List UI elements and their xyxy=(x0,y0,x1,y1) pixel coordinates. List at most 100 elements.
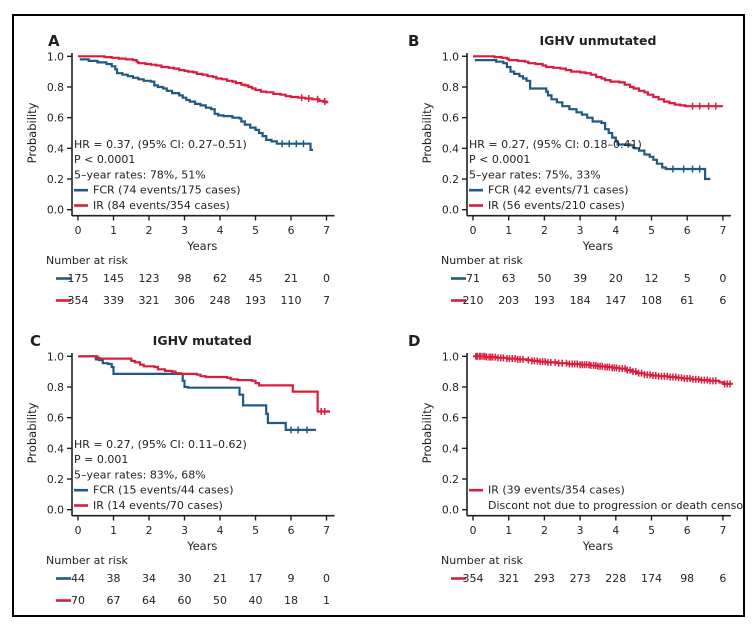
x-tick-label: 7 xyxy=(719,524,726,537)
y-tick-label: 0.4 xyxy=(47,142,64,155)
risk-value-FCR: 175 xyxy=(68,272,89,285)
x-tick-label: 2 xyxy=(146,524,153,537)
risk-value-IR: 339 xyxy=(103,294,124,307)
risk-value-FCR: 30 xyxy=(178,572,192,585)
x-axis-label: Years xyxy=(582,239,613,253)
y-tick-label: 0.8 xyxy=(47,81,64,94)
risk-value-FCR: 17 xyxy=(249,572,263,585)
annotation-line: P = 0.001 xyxy=(74,453,128,466)
x-tick-label: 3 xyxy=(181,224,188,237)
risk-value-IR: 6 xyxy=(719,572,726,585)
risk-value-IR: 293 xyxy=(534,572,555,585)
risk-table-header: Number at risk xyxy=(46,254,129,267)
risk-table-header: Number at risk xyxy=(441,254,524,267)
annotation-line: 5–year rates: 83%, 68% xyxy=(74,468,206,481)
risk-value-IR: 1 xyxy=(323,594,330,607)
risk-value-IR: 210 xyxy=(463,294,484,307)
risk-value-IR: 147 xyxy=(605,294,626,307)
risk-value-IR: 193 xyxy=(534,294,555,307)
y-tick-label: 0.4 xyxy=(47,442,64,455)
panel-title: IGHV unmutated xyxy=(539,33,656,48)
legend-label-IR: IR (14 events/70 cases) xyxy=(93,499,223,512)
x-axis-label: Years xyxy=(186,539,217,553)
x-tick-label: 3 xyxy=(577,524,584,537)
y-tick-label: 0.0 xyxy=(47,204,64,217)
risk-value-FCR: 38 xyxy=(107,572,121,585)
x-tick-label: 4 xyxy=(612,524,619,537)
risk-value-FCR: 50 xyxy=(537,272,551,285)
risk-value-FCR: 62 xyxy=(213,272,227,285)
x-tick-label: 3 xyxy=(181,524,188,537)
risk-value-IR: 321 xyxy=(139,294,160,307)
risk-value-IR: 193 xyxy=(245,294,266,307)
risk-value-FCR: 63 xyxy=(502,272,516,285)
y-tick-label: 0.2 xyxy=(442,473,459,486)
annotation-line: P < 0.0001 xyxy=(469,153,530,166)
x-tick-label: 7 xyxy=(323,524,330,537)
x-tick-label: 2 xyxy=(146,224,153,237)
annotation-line: 5–year rates: 78%, 51% xyxy=(74,168,206,181)
km-panels-grid: A 1.0 0.8 0.6 0.4 0.2 0.0 0 1 2 3 4 5 6 7 Years Probabil… xyxy=(14,17,743,617)
km-panel-D: D 1.0 0.8 0.6 0.4 0.2 0.0 0 1 2 3 4 5 6 7 Years Probabil… xyxy=(378,317,743,617)
risk-value-IR: 108 xyxy=(641,294,662,307)
y-axis-label: Probability xyxy=(25,402,39,463)
risk-value-FCR: 44 xyxy=(71,572,85,585)
km-curve-FCR xyxy=(79,355,316,431)
y-axis-label: Probability xyxy=(420,102,434,163)
x-tick-label: 5 xyxy=(648,524,655,537)
annotation-line: 5–year rates: 75%, 33% xyxy=(469,168,601,181)
annotation-line: HR = 0.27, (95% CI: 0.11–0.62) xyxy=(74,438,247,451)
risk-value-IR: 64 xyxy=(142,594,156,607)
km-plot-A: A1.00.80.60.40.20.00 1 2 3 4 5 6 7YearsProbabil… xyxy=(25,32,335,307)
annotation-line: HR = 0.27, (95% CI: 0.18–0.41) xyxy=(469,138,642,151)
x-tick-label: 1 xyxy=(110,524,117,537)
risk-value-IR: 354 xyxy=(68,294,89,307)
y-tick-label: 0.6 xyxy=(47,412,64,425)
legend-label-FCR: FCR (74 events/175 cases) xyxy=(93,184,241,197)
x-axis-label: Years xyxy=(582,539,613,553)
x-tick-label: 4 xyxy=(217,524,224,537)
km-panel-A: A 1.0 0.8 0.6 0.4 0.2 0.0 0 1 2 3 4 5 6 7 Years Probabil… xyxy=(14,17,378,317)
risk-value-IR: 60 xyxy=(178,594,192,607)
y-tick-label: 0.6 xyxy=(442,112,459,125)
y-tick-label: 1.0 xyxy=(47,350,64,363)
risk-value-IR: 306 xyxy=(174,294,195,307)
legend-label-FCR: FCR (15 events/44 cases) xyxy=(93,484,234,497)
x-tick-label: 0 xyxy=(75,224,82,237)
x-tick-label: 5 xyxy=(252,224,259,237)
x-tick-label: 6 xyxy=(288,524,295,537)
risk-value-FCR: 0 xyxy=(323,572,330,585)
x-tick-label: 1 xyxy=(110,224,117,237)
risk-value-IR: 184 xyxy=(570,294,591,307)
risk-value-IR: 248 xyxy=(210,294,231,307)
y-tick-label: 0.4 xyxy=(442,142,459,155)
x-tick-label: 5 xyxy=(252,524,259,537)
panel-title: IGHV mutated xyxy=(153,333,252,348)
km-panel-B: B IGHV unmutated 1.0 0.8 0.6 0.4 0.2 0.0 0 1 2 3 4 5 6… xyxy=(378,17,743,317)
risk-value-IR: 7 xyxy=(323,294,330,307)
legend-label-FCR: FCR (42 events/71 cases) xyxy=(488,184,629,197)
legend-label-IR: IR (39 events/354 cases) xyxy=(488,484,625,497)
risk-value-IR: 98 xyxy=(680,572,694,585)
x-tick-label: 1 xyxy=(505,524,512,537)
legend-label-IR: IR (84 events/354 cases) xyxy=(93,199,230,212)
figure-frame: A 1.0 0.8 0.6 0.4 0.2 0.0 0 1 2 3 4 5 6 7 Years Probabil… xyxy=(12,14,745,617)
risk-value-FCR: 98 xyxy=(178,272,192,285)
x-tick-label: 7 xyxy=(719,224,726,237)
risk-table-header: Number at risk xyxy=(441,554,524,567)
y-tick-label: 0.8 xyxy=(442,381,459,394)
risk-value-FCR: 21 xyxy=(213,572,227,585)
risk-value-IR: 354 xyxy=(463,572,484,585)
x-tick-label: 0 xyxy=(470,224,477,237)
legend-label-IR: IR (56 events/210 cases) xyxy=(488,199,625,212)
risk-value-IR: 18 xyxy=(284,594,298,607)
y-tick-label: 0.6 xyxy=(442,412,459,425)
risk-value-IR: 228 xyxy=(605,572,626,585)
risk-value-IR: 50 xyxy=(213,594,227,607)
risk-value-IR: 273 xyxy=(570,572,591,585)
x-tick-label: 6 xyxy=(288,224,295,237)
x-tick-label: 7 xyxy=(323,224,330,237)
x-tick-label: 3 xyxy=(577,224,584,237)
